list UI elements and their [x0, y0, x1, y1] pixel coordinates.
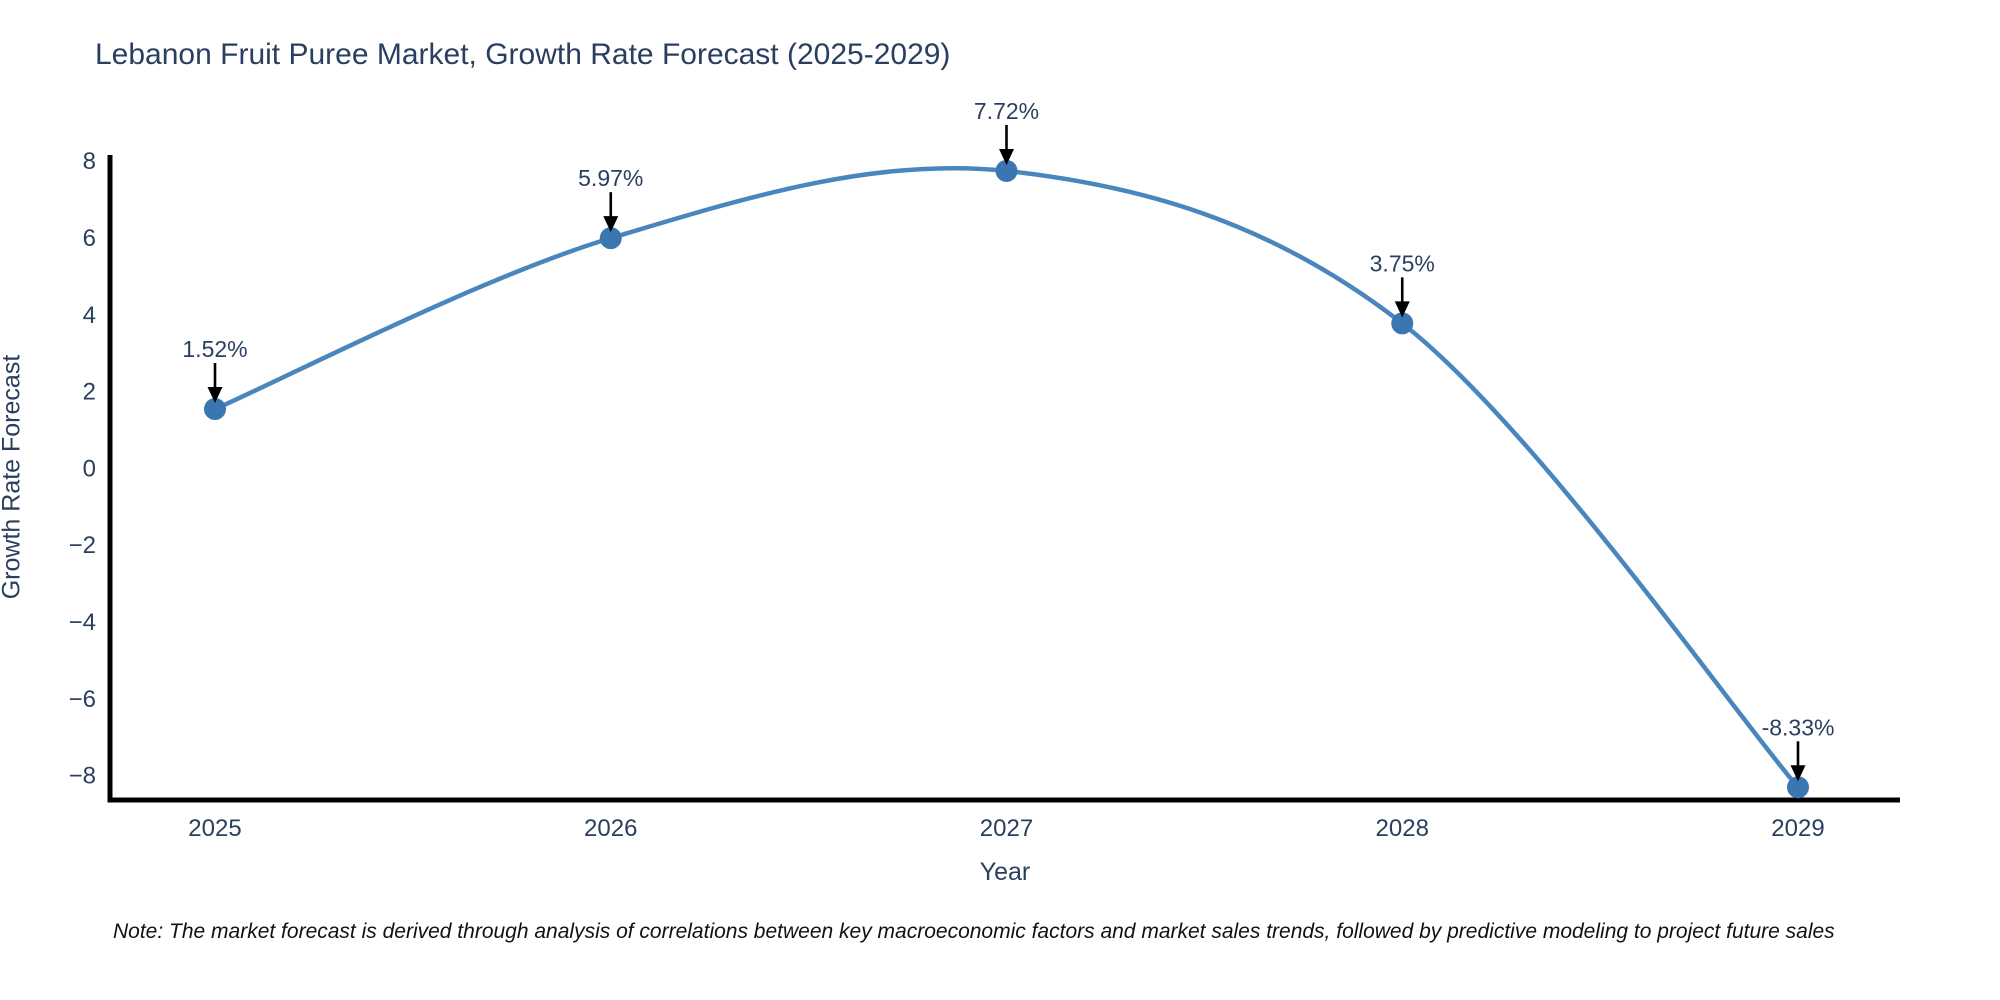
x-tick-label: 2025 [188, 815, 241, 842]
y-tick-label: −8 [69, 763, 96, 790]
point-value-label: -8.33% [1762, 714, 1835, 740]
y-tick-label: 0 [83, 455, 96, 482]
y-tick-label: 6 [83, 225, 96, 252]
annotation-arrow-head [1790, 765, 1806, 782]
annotation-arrow-head [999, 148, 1014, 165]
y-tick-label: 2 [83, 379, 96, 406]
y-tick-label: 8 [83, 148, 96, 175]
y-tick-label: −4 [69, 609, 96, 636]
x-tick-label: 2026 [584, 815, 637, 842]
chart-title: Lebanon Fruit Puree Market, Growth Rate … [95, 38, 951, 71]
footnote: Note: The market forecast is derived thr… [113, 920, 1835, 943]
annotation-arrow-head [1394, 301, 1410, 318]
y-tick-label: −2 [69, 532, 96, 559]
point-value-label: 5.97% [578, 165, 643, 191]
data-point-marker [599, 227, 622, 250]
data-point-marker [995, 159, 1018, 182]
point-value-label: 3.75% [1370, 250, 1435, 276]
y-tick-label: −6 [69, 686, 96, 713]
y-axis-title: Growth Rate Forecast [0, 354, 26, 600]
x-tick-label: 2028 [1376, 815, 1429, 842]
y-tick-label: 4 [83, 302, 96, 329]
point-value-label: 1.52% [182, 336, 247, 362]
point-value-label: 7.72% [974, 98, 1039, 124]
data-point-marker [1787, 776, 1809, 799]
x-axis-title: Year [979, 858, 1031, 886]
data-point-marker [1391, 312, 1414, 335]
annotation-arrow-head [207, 387, 223, 404]
annotation-arrow-head [603, 216, 619, 233]
data-point-marker [204, 398, 226, 421]
x-tick-label: 2027 [980, 815, 1033, 842]
x-tick-label: 2029 [1771, 815, 1824, 842]
forecast-line [212, 165, 1801, 790]
